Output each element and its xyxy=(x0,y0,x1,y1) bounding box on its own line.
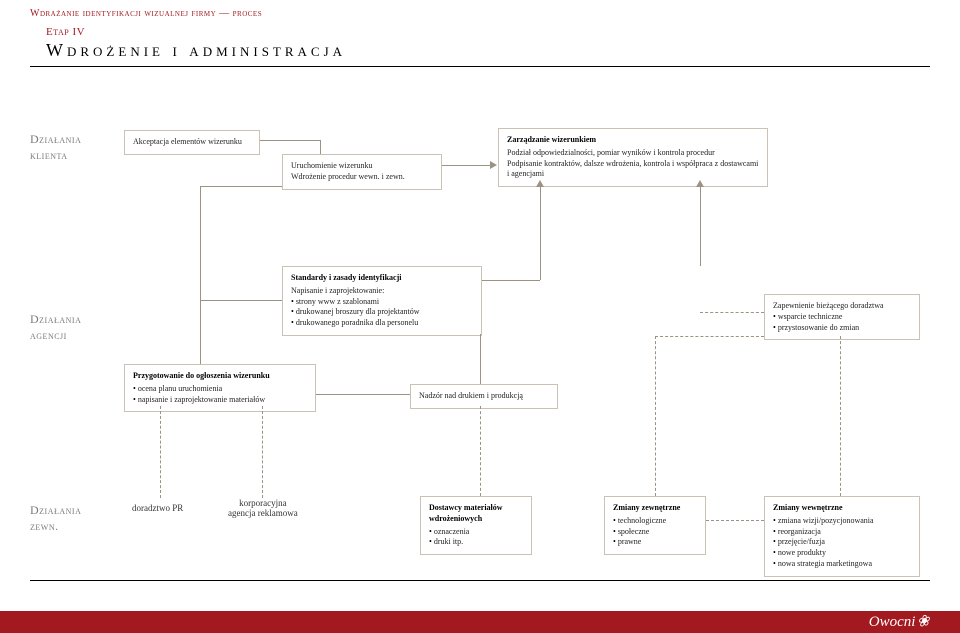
box-launch-l1: Uruchomienie wizerunku xyxy=(291,161,373,170)
lane-client-l2: klienta xyxy=(30,148,68,162)
page-title: Wdrożenie i administracja xyxy=(46,40,346,61)
box-prep: Przygotowanie do ogłoszenia wizerunku oc… xyxy=(124,364,316,412)
lane-agency: Działania agencji xyxy=(30,312,81,343)
box-suppliers: Dostawcy materiałów wdrożeniowych oznacz… xyxy=(420,496,532,555)
box-standards-sub: Napisanie i zaprojektowanie: xyxy=(291,286,473,297)
footer-logo: Owocni❀ xyxy=(869,612,930,631)
box-prep-i1: ocena planu uruchomienia xyxy=(133,384,307,395)
txt-adagency-l2: agencja reklamowa xyxy=(228,508,298,518)
box-intchanges-i2: reorganizacja xyxy=(773,527,911,538)
box-intchanges-list: zmiana wizji/pozycjonowania reorganizacj… xyxy=(773,516,911,570)
box-suppliers-list: oznaczenia druki itp. xyxy=(429,527,523,549)
box-support-list: wsparcie techniczne przystosowanie do zm… xyxy=(773,312,911,334)
box-manage-hd: Zarządzanie wizerunkiem xyxy=(507,135,759,146)
txt-adagency: korporacyjna agencja reklamowa xyxy=(228,498,298,518)
conn xyxy=(316,394,410,395)
box-manage-l1: Podział odpowiedzialności, pomiar wynikó… xyxy=(507,148,759,159)
box-prep-hd: Przygotowanie do ogłoszenia wizerunku xyxy=(133,371,307,382)
box-extchanges-i2: społeczne xyxy=(613,527,697,538)
box-standards-hd: Standardy i zasady identyfikacji xyxy=(291,273,473,284)
box-standards-list: strony www z szablonami drukowanej brosz… xyxy=(291,297,473,329)
leaf-icon: ❀ xyxy=(916,611,932,632)
box-suppliers-i1: oznaczenia xyxy=(429,527,523,538)
conn xyxy=(840,336,841,496)
conn xyxy=(700,312,764,313)
conn xyxy=(200,300,282,301)
box-prep-list: ocena planu uruchomienia napisanie i zap… xyxy=(133,384,307,406)
box-accept: Akceptacja elementów wizerunku xyxy=(124,130,260,155)
conn xyxy=(480,406,481,496)
box-launch-l2: Wdrożenie procedur wewn. i zewn. xyxy=(291,172,405,181)
box-extchanges: Zmiany zewnętrzne technologiczne społecz… xyxy=(604,496,706,555)
box-standards-i2: drukowanej broszury dla projektantów xyxy=(291,307,473,318)
box-support: Zapewnienie bieżącego doradztwa wsparcie… xyxy=(764,294,920,340)
arrow-right-icon xyxy=(490,161,497,169)
conn xyxy=(655,336,656,496)
rule-bottom xyxy=(30,580,930,581)
footer-logo-text: Owocni xyxy=(869,614,916,630)
conn xyxy=(200,186,282,187)
stage-label: Etap IV xyxy=(46,26,85,38)
box-standards-i3: drukowanego poradnika dla personelu xyxy=(291,318,473,329)
txt-adagency-l1: korporacyjna xyxy=(239,498,286,508)
conn xyxy=(200,186,201,364)
lane-ext: Działania zewn. xyxy=(30,503,81,534)
box-suppliers-hd: Dostawcy materiałów wdrożeniowych xyxy=(429,503,523,525)
box-supervise: Nadzór nad drukiem i produkcją xyxy=(410,384,558,409)
box-intchanges-hd: Zmiany wewnętrzne xyxy=(773,503,911,514)
box-support-i2: przystosowanie do zmian xyxy=(773,323,911,334)
box-standards-i1: strony www z szablonami xyxy=(291,297,473,308)
breadcrumb: Wdrażanie identyfikacji wizualnej firmy … xyxy=(30,8,262,19)
box-extchanges-i1: technologiczne xyxy=(613,516,697,527)
rule-top xyxy=(30,66,930,67)
box-suppliers-i2: druki itp. xyxy=(429,537,523,548)
conn xyxy=(260,140,320,141)
box-accept-text: Akceptacja elementów wizerunku xyxy=(133,137,242,146)
conn xyxy=(480,334,481,384)
box-support-i1: wsparcie techniczne xyxy=(773,312,911,323)
box-standards: Standardy i zasady identyfikacji Napisan… xyxy=(282,266,482,336)
conn xyxy=(540,266,541,280)
box-intchanges-i5: nowa strategia marketingowa xyxy=(773,559,911,570)
footer-bar xyxy=(0,611,960,633)
box-intchanges: Zmiany wewnętrzne zmiana wizji/pozycjono… xyxy=(764,496,920,577)
box-extchanges-hd: Zmiany zewnętrzne xyxy=(613,503,697,514)
box-prep-i2: napisanie i zaprojektowanie materiałów xyxy=(133,395,307,406)
lane-agency-l1: Działania xyxy=(30,312,81,326)
conn xyxy=(706,520,764,521)
box-extchanges-i3: prawne xyxy=(613,537,697,548)
conn xyxy=(262,406,263,498)
box-supervise-text: Nadzór nad drukiem i produkcją xyxy=(419,391,523,400)
conn xyxy=(442,165,490,166)
box-manage-l2: Podpisanie kontraktów, dalsze wdrożenia,… xyxy=(507,159,759,181)
box-extchanges-list: technologiczne społeczne prawne xyxy=(613,516,697,548)
arrow-up-icon xyxy=(696,180,704,187)
box-support-l1: Zapewnienie bieżącego doradztwa xyxy=(773,301,911,312)
lane-agency-l2: agencji xyxy=(30,328,67,342)
arrow-up-icon xyxy=(536,180,544,187)
conn xyxy=(320,140,321,154)
lane-client: Działania klienta xyxy=(30,132,81,163)
box-intchanges-i1: zmiana wizji/pozycjonowania xyxy=(773,516,911,527)
conn xyxy=(540,186,541,266)
box-intchanges-i3: przejęcie/fuzja xyxy=(773,537,911,548)
box-manage: Zarządzanie wizerunkiem Podział odpowied… xyxy=(498,128,768,187)
conn xyxy=(160,406,161,498)
box-launch: Uruchomienie wizerunku Wdrożenie procedu… xyxy=(282,154,442,190)
conn xyxy=(482,280,540,281)
conn xyxy=(655,336,764,337)
page: Wdrażanie identyfikacji wizualnej firmy … xyxy=(0,0,960,633)
lane-ext-l1: Działania xyxy=(30,503,81,517)
box-intchanges-i4: nowe produkty xyxy=(773,548,911,559)
txt-pr: doradztwo PR xyxy=(132,503,183,513)
lane-client-l1: Działania xyxy=(30,132,81,146)
lane-ext-l2: zewn. xyxy=(30,519,59,533)
conn xyxy=(700,186,701,266)
